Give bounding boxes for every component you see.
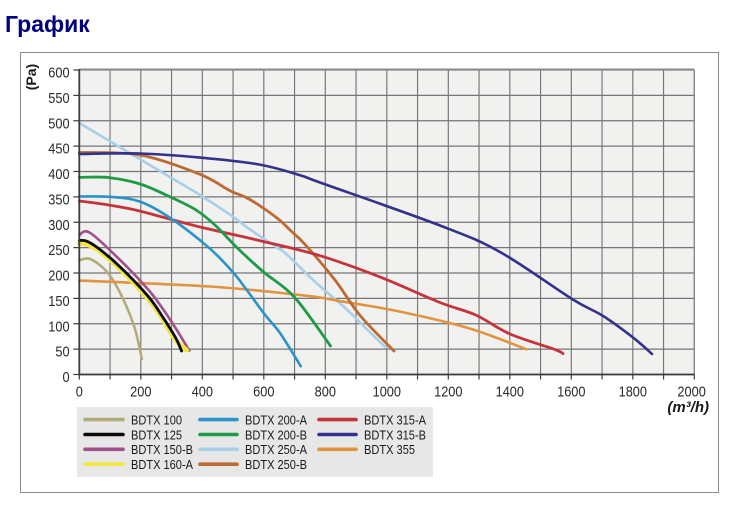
svg-text:BDTX 315-B: BDTX 315-B <box>364 427 426 442</box>
svg-text:BDTX 125: BDTX 125 <box>131 427 182 442</box>
svg-text:BDTX 100: BDTX 100 <box>131 412 182 427</box>
svg-text:300: 300 <box>48 217 69 234</box>
svg-text:(m³/h): (m³/h) <box>667 399 709 416</box>
svg-text:BDTX 200-A: BDTX 200-A <box>245 412 307 427</box>
svg-text:600: 600 <box>48 65 69 82</box>
svg-text:250: 250 <box>48 242 69 259</box>
svg-text:1200: 1200 <box>434 384 462 401</box>
svg-text:150: 150 <box>48 293 69 310</box>
svg-text:400: 400 <box>192 384 213 401</box>
svg-text:BDTX 355: BDTX 355 <box>364 442 415 457</box>
svg-text:350: 350 <box>48 191 69 208</box>
svg-text:1600: 1600 <box>557 384 585 401</box>
svg-text:BDTX 250-B: BDTX 250-B <box>245 457 307 472</box>
svg-text:600: 600 <box>253 384 274 401</box>
svg-text:1800: 1800 <box>619 384 647 401</box>
svg-text:550: 550 <box>48 90 69 107</box>
svg-text:BDTX 160-A: BDTX 160-A <box>131 457 193 472</box>
svg-text:50: 50 <box>55 344 69 361</box>
svg-text:1400: 1400 <box>496 384 524 401</box>
svg-text:0: 0 <box>63 369 70 386</box>
svg-text:200: 200 <box>48 268 69 285</box>
svg-text:100: 100 <box>48 318 69 335</box>
svg-text:400: 400 <box>48 166 69 183</box>
svg-text:(Pa): (Pa) <box>23 64 39 90</box>
svg-text:1000: 1000 <box>373 384 401 401</box>
svg-text:2000: 2000 <box>677 384 705 401</box>
svg-text:BDTX 200-B: BDTX 200-B <box>245 427 307 442</box>
svg-text:0: 0 <box>76 384 83 401</box>
svg-text:BDTX 315-A: BDTX 315-A <box>364 412 426 427</box>
svg-text:500: 500 <box>48 115 69 132</box>
svg-text:450: 450 <box>48 141 69 158</box>
svg-text:BDTX 250-A: BDTX 250-A <box>245 442 307 457</box>
svg-text:200: 200 <box>130 384 151 401</box>
svg-text:BDTX 150-B: BDTX 150-B <box>131 442 193 457</box>
svg-text:800: 800 <box>315 384 336 401</box>
